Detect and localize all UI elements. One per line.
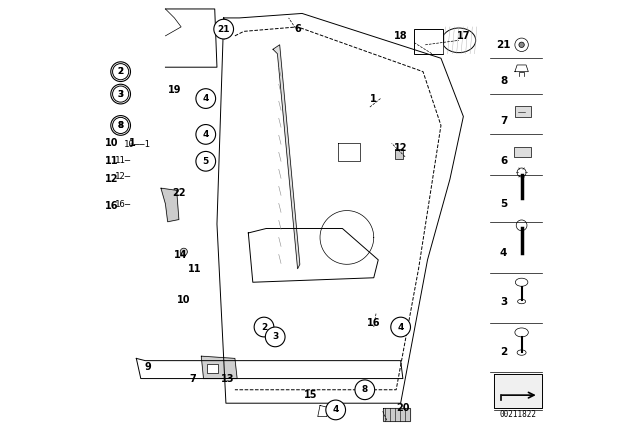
Text: 12—: 12— — [115, 172, 131, 181]
Text: 18: 18 — [394, 31, 408, 41]
Circle shape — [254, 317, 274, 337]
Text: 8: 8 — [362, 385, 368, 394]
Text: 6: 6 — [500, 156, 508, 166]
Ellipse shape — [518, 299, 525, 304]
Text: 6: 6 — [294, 24, 301, 34]
Text: 16: 16 — [105, 201, 118, 211]
Text: 16—: 16— — [115, 200, 131, 209]
Text: 9: 9 — [144, 362, 151, 372]
Circle shape — [111, 84, 131, 104]
Text: 12: 12 — [105, 174, 118, 184]
Text: 3: 3 — [500, 297, 508, 307]
Text: 17: 17 — [456, 31, 470, 41]
Text: 21: 21 — [218, 25, 230, 34]
Text: 10: 10 — [105, 138, 118, 148]
Text: 5: 5 — [203, 157, 209, 166]
Text: 5: 5 — [500, 199, 508, 209]
Polygon shape — [494, 374, 541, 408]
Circle shape — [113, 64, 129, 80]
Text: 8: 8 — [500, 76, 508, 86]
Text: 4: 4 — [203, 94, 209, 103]
Text: 13: 13 — [221, 374, 235, 383]
Text: 11: 11 — [188, 264, 202, 274]
Polygon shape — [161, 188, 179, 222]
Text: 2: 2 — [261, 323, 267, 332]
Bar — [396, 149, 403, 159]
Text: 3: 3 — [118, 90, 124, 99]
Circle shape — [519, 42, 524, 47]
Text: 20: 20 — [396, 403, 410, 413]
Circle shape — [515, 38, 529, 52]
Circle shape — [214, 19, 234, 39]
Circle shape — [517, 168, 526, 177]
Circle shape — [196, 125, 216, 144]
Text: 2: 2 — [118, 67, 124, 76]
Text: 16: 16 — [367, 318, 381, 327]
Text: 22: 22 — [172, 188, 186, 198]
Ellipse shape — [517, 350, 526, 355]
Circle shape — [355, 380, 374, 400]
Text: 4: 4 — [203, 130, 209, 139]
Text: 10——1: 10——1 — [124, 140, 151, 149]
Circle shape — [391, 317, 410, 337]
Bar — [414, 29, 443, 54]
Text: 8: 8 — [118, 121, 124, 130]
Bar — [207, 364, 218, 373]
Text: 00211822: 00211822 — [499, 410, 536, 419]
Circle shape — [266, 327, 285, 347]
Text: 10: 10 — [177, 295, 190, 305]
Text: 15: 15 — [304, 390, 318, 400]
Polygon shape — [383, 408, 410, 421]
Text: 14: 14 — [174, 250, 188, 260]
Text: 19: 19 — [168, 85, 181, 95]
Circle shape — [113, 117, 129, 134]
Text: 7: 7 — [500, 116, 508, 126]
Text: 3: 3 — [118, 90, 124, 99]
Text: 11: 11 — [105, 156, 118, 166]
Circle shape — [326, 400, 346, 420]
Text: 7: 7 — [189, 374, 196, 383]
Circle shape — [113, 86, 129, 102]
Bar — [513, 147, 531, 157]
Text: 4: 4 — [397, 323, 404, 332]
Text: 12: 12 — [394, 143, 408, 153]
Text: 21: 21 — [497, 40, 511, 50]
Text: 4: 4 — [333, 405, 339, 414]
Ellipse shape — [515, 278, 528, 286]
Text: 1: 1 — [371, 94, 377, 103]
Text: 11—: 11— — [115, 156, 131, 165]
Text: 8: 8 — [118, 121, 124, 130]
Circle shape — [196, 151, 216, 171]
Text: 2: 2 — [118, 67, 124, 76]
Circle shape — [196, 89, 216, 108]
Text: 2: 2 — [500, 347, 508, 357]
Bar — [515, 106, 531, 117]
Ellipse shape — [442, 28, 476, 53]
Circle shape — [111, 62, 131, 82]
Ellipse shape — [515, 328, 529, 337]
Text: 4: 4 — [500, 248, 508, 258]
Circle shape — [111, 116, 131, 135]
Polygon shape — [273, 45, 300, 269]
Text: 1: 1 — [129, 138, 135, 148]
Text: 3: 3 — [272, 332, 278, 341]
Circle shape — [516, 220, 527, 231]
Polygon shape — [202, 356, 237, 379]
Circle shape — [180, 248, 188, 255]
